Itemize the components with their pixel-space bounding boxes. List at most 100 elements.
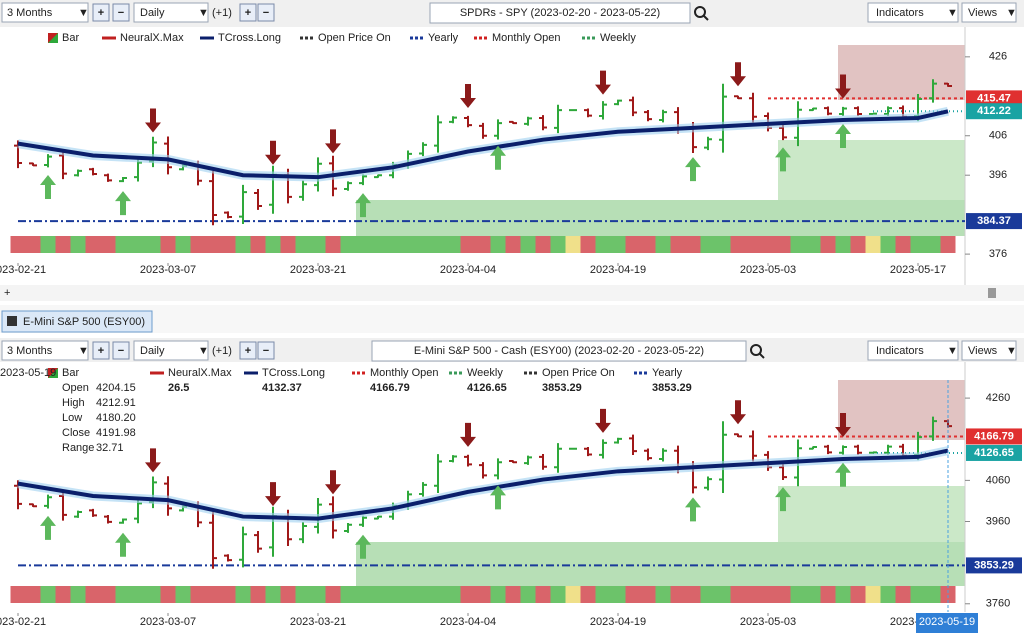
x-tick-label: 2023-04-04 [440, 264, 496, 276]
scroll-thumb[interactable] [988, 288, 996, 298]
price-bar [104, 514, 112, 524]
views[interactable]: Views [968, 7, 998, 19]
signal-cell [535, 236, 551, 253]
price-bar [929, 79, 937, 103]
signal-cell [445, 236, 461, 253]
signal-cell [700, 236, 716, 253]
tab-label[interactable]: E-Mini S&P 500 (ESY00) [23, 316, 145, 328]
signal-cell [430, 586, 446, 603]
y-tick-label: 376 [989, 248, 1007, 260]
up-arrow [355, 534, 371, 559]
button[interactable] [257, 341, 275, 360]
price-bar [524, 116, 532, 126]
indicators[interactable]: Indicators [876, 345, 924, 357]
button[interactable] [239, 341, 257, 360]
price-tag [966, 90, 1022, 107]
price-bar [224, 211, 232, 219]
period[interactable]: 3 Months [7, 7, 53, 19]
signal-cell [760, 236, 776, 253]
indicators-dropdown[interactable] [867, 340, 959, 361]
interval[interactable]: Daily [140, 7, 165, 19]
price-bar [494, 458, 502, 480]
price-bar [359, 174, 367, 186]
views-dropdown[interactable] [961, 340, 1017, 361]
signal-cell [850, 586, 866, 603]
signal-cell [355, 586, 371, 603]
interval-dropdown[interactable] [133, 340, 209, 361]
price-bar [809, 107, 817, 112]
info-label: Close [62, 427, 90, 439]
signal-cell [505, 236, 521, 253]
period-dropdown[interactable] [1, 340, 89, 361]
price-bar [869, 451, 877, 454]
signal-cell [925, 586, 941, 603]
down-arrow [835, 74, 851, 99]
signal-cell [340, 586, 356, 603]
button[interactable] [92, 3, 110, 22]
views-dropdown[interactable] [961, 2, 1017, 23]
button[interactable] [112, 341, 130, 360]
period[interactable]: 3 Months [7, 345, 53, 357]
views[interactable]: Views [968, 345, 998, 357]
price-tag [966, 213, 1022, 230]
signal-cell [10, 236, 26, 253]
down-arrow [595, 70, 611, 95]
price-tag-label: 415.47 [977, 92, 1011, 104]
indicators-dropdown[interactable] [867, 2, 959, 23]
button[interactable] [92, 341, 110, 360]
price-bar [644, 109, 652, 122]
search-icon[interactable] [750, 344, 762, 356]
price-tag [966, 103, 1022, 120]
signal-cell [535, 586, 551, 603]
down-arrow [835, 413, 851, 438]
tcross-line [17, 448, 949, 521]
price-bar [854, 444, 862, 455]
signal-cell [385, 236, 401, 253]
signal-cell [115, 586, 131, 603]
scroll-plus[interactable]: + [4, 287, 10, 299]
interval-dropdown[interactable] [133, 2, 209, 23]
button[interactable] [112, 3, 130, 22]
price-bar [254, 189, 262, 210]
signal-cell [325, 586, 341, 603]
up-arrow [40, 174, 56, 199]
price-bar [494, 119, 502, 140]
signal-cell [580, 586, 596, 603]
scrollbar[interactable] [0, 285, 1024, 301]
button[interactable] [257, 3, 275, 22]
signal-cell [220, 236, 236, 253]
signal-cell [565, 236, 581, 253]
signal-cell [820, 236, 836, 253]
tab-bar [0, 305, 1024, 333]
tab[interactable] [1, 310, 153, 333]
info-value: 4180.20 [96, 412, 136, 424]
period-dropdown[interactable] [1, 2, 89, 23]
signal-cell [895, 586, 911, 603]
legend-label: Monthly Open [370, 367, 438, 379]
signal-cell [550, 586, 566, 603]
info-label: High [62, 397, 85, 409]
interval[interactable]: Daily [140, 345, 165, 357]
indicators[interactable]: Indicators [876, 7, 924, 19]
signal-cell [595, 586, 611, 603]
price-bar [539, 453, 547, 470]
y-tick-label: 406 [989, 130, 1007, 142]
legend-label: Monthly Open [492, 32, 560, 44]
price-bar [434, 454, 442, 493]
price-bar [104, 173, 112, 182]
info-date: 2023-05-19 [0, 367, 56, 379]
y-tick-label: 426 [989, 51, 1007, 63]
signal-cell [40, 236, 56, 253]
search-icon[interactable] [694, 6, 706, 18]
signal-cell [715, 236, 731, 253]
price-bar [479, 462, 487, 479]
legend-label: Weekly [600, 32, 636, 44]
price-bar [839, 106, 847, 116]
button[interactable] [239, 3, 257, 22]
signal-cell [355, 236, 371, 253]
signal-cell [475, 236, 491, 253]
price-bar [89, 167, 97, 176]
zone [778, 140, 965, 200]
info-value: 4191.98 [96, 427, 136, 439]
price-bar [539, 115, 547, 131]
